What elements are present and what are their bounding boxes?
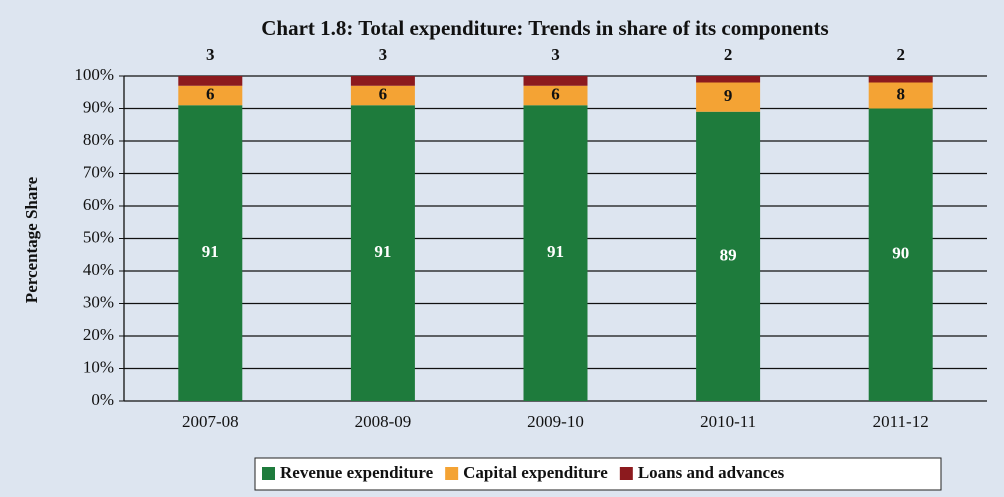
bar-segment bbox=[868, 108, 933, 401]
data-label: 3 bbox=[551, 45, 560, 64]
x-tick-label: 2009-10 bbox=[527, 412, 584, 431]
y-tick-label: 40% bbox=[83, 260, 114, 279]
data-label: 89 bbox=[720, 245, 737, 264]
data-label: 2 bbox=[724, 45, 733, 64]
data-label: 6 bbox=[206, 84, 215, 103]
y-tick-label: 30% bbox=[83, 292, 114, 311]
y-tick-label: 70% bbox=[83, 162, 114, 181]
legend-label: Revenue expenditure bbox=[280, 463, 434, 482]
bar-segment bbox=[696, 76, 761, 83]
y-tick-label: 50% bbox=[83, 227, 114, 246]
legend-swatch bbox=[262, 467, 275, 480]
data-label: 6 bbox=[379, 84, 388, 103]
y-tick-label: 20% bbox=[83, 325, 114, 344]
x-tick-label: 2011-12 bbox=[873, 412, 929, 431]
y-tick-label: 10% bbox=[83, 357, 114, 376]
x-tick-label: 2010-11 bbox=[700, 412, 756, 431]
bar-segment bbox=[523, 76, 588, 86]
y-tick-label: 90% bbox=[83, 97, 114, 116]
data-label: 90 bbox=[892, 244, 909, 263]
bar-segment bbox=[178, 76, 243, 86]
data-label: 91 bbox=[547, 242, 564, 261]
legend-swatch bbox=[445, 467, 459, 480]
data-label: 3 bbox=[206, 45, 215, 64]
legend-label: Loans and advances bbox=[638, 463, 785, 482]
y-tick-label: 0% bbox=[91, 390, 114, 409]
y-axis-label: Percentage Share bbox=[22, 176, 41, 303]
legend-box bbox=[254, 457, 942, 491]
y-tick-label: 60% bbox=[83, 195, 114, 214]
y-tick-label: 100% bbox=[74, 65, 114, 84]
legend-label: Capital expenditure bbox=[463, 463, 608, 482]
bar-segment bbox=[868, 76, 933, 83]
data-label: 3 bbox=[379, 45, 388, 64]
bar-segment bbox=[523, 85, 588, 106]
bar-segment bbox=[178, 105, 243, 401]
bar-segment bbox=[350, 105, 415, 401]
chart-title: Chart 1.8: Total expenditure: Trends in … bbox=[261, 16, 828, 40]
bar-segment bbox=[696, 111, 761, 401]
bar-segment bbox=[350, 76, 415, 86]
data-label: 2 bbox=[896, 45, 905, 64]
x-tick-label: 2007-08 bbox=[182, 412, 239, 431]
bar-segment bbox=[523, 105, 588, 401]
bar-segment bbox=[696, 82, 761, 112]
legend-swatch bbox=[619, 467, 633, 480]
y-tick-label: 80% bbox=[83, 130, 114, 149]
data-label: 91 bbox=[202, 242, 219, 261]
data-label: 6 bbox=[551, 84, 560, 103]
bar-segment bbox=[178, 85, 243, 106]
x-tick-label: 2008-09 bbox=[355, 412, 412, 431]
data-label: 91 bbox=[374, 242, 391, 261]
bar-segment bbox=[350, 85, 415, 106]
data-label: 9 bbox=[724, 86, 733, 105]
data-label: 8 bbox=[896, 84, 905, 103]
bar-segment bbox=[868, 82, 933, 109]
